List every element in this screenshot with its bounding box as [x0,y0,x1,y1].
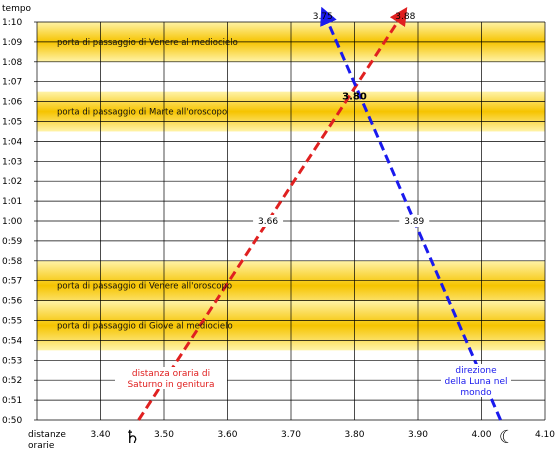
y-tick-label: 1:06 [2,98,22,108]
y-tick-label: 1:10 [2,18,22,28]
ticks: 1:10 1:09 1:08 1:07 1:06 1:05 1:04 1:03 1:02 1:01… [2,18,555,451]
planet-symbol-1: ☾ [499,427,515,448]
annotation-bg-1 [441,375,511,386]
arrow-label-1: 3.75 [313,12,333,22]
y-tick-label: 0:53 [2,356,22,366]
band-label-2: porta di passaggio di Venere all'oroscop… [57,282,232,292]
x-tick-label: 4.00 [471,430,491,440]
y-tick-label: 0:59 [2,237,22,247]
y-tick-label: 1:08 [2,58,22,68]
grid [34,21,546,421]
mid-label-1: 3.89 [404,217,424,227]
series [137,6,502,421]
labels: porta di passaggio di Venere al mediocie… [57,12,515,448]
annotation-luna: mondo [460,388,492,398]
x-tick-label: 3.60 [217,430,237,440]
y-axis-label: tempo [2,4,32,14]
mid-label-bg-0 [253,215,284,227]
x-tick-label: 3.50 [154,430,174,440]
annotation-saturn: Saturno in genitura [127,380,214,390]
y-tick-label: 1:01 [2,197,22,207]
y-tick-label: 0:58 [2,257,22,267]
y-tick-label: 0:57 [2,277,22,287]
y-tick-label: 1:05 [2,118,22,128]
annotation-saturn: distanza oraria di [132,369,210,379]
annotation-bg-1 [441,364,511,375]
y-tick-label: 0:52 [2,376,22,386]
x-tick-label: 3.40 [90,430,110,440]
band-label-0: porta di passaggio di Venere al mediocie… [57,38,238,48]
y-tick-label: 0:50 [2,416,22,426]
y-tick-label: 0:55 [2,317,22,327]
arrow-label-0: 3.88 [395,12,415,22]
x-tick-label: 3.70 [281,430,301,440]
band-label-3: porta di passaggio di Giove al mediociel… [57,321,233,331]
mid-label-0: 3.66 [258,217,278,227]
annotation-bg-0 [115,367,227,378]
annotation-luna: direzione [455,366,497,376]
band-label-1: porta di passaggio di Marte all'oroscopo [57,108,227,118]
annotation-bg-0 [115,378,227,389]
x-tick-label: 3.80 [344,430,364,440]
y-tick-label: 1:07 [2,78,22,88]
planet-symbol-0: ♄ [124,427,140,448]
x-axis-label: distanze [28,430,66,440]
y-tick-label: 1:00 [2,217,22,227]
annotation-bg-1 [441,386,511,397]
x-axis-label: orarie [28,441,55,451]
y-tick-label: 1:02 [2,177,22,187]
x-tick-label: 3.90 [408,430,428,440]
y-tick-label: 0:54 [2,336,22,346]
mid-label-bg-1 [399,215,430,227]
intersection-label: 3.80 [342,92,367,103]
x-tick-label: 4.10 [535,430,555,440]
annotation-luna: della Luna nel [444,377,507,387]
y-tick-label: 0:51 [2,396,22,406]
y-tick-label: 1:04 [2,137,22,147]
y-tick-label: 0:56 [2,297,22,307]
series-line-1 [320,6,502,421]
y-tick-label: 1:09 [2,38,22,48]
y-tick-label: 1:03 [2,157,22,167]
